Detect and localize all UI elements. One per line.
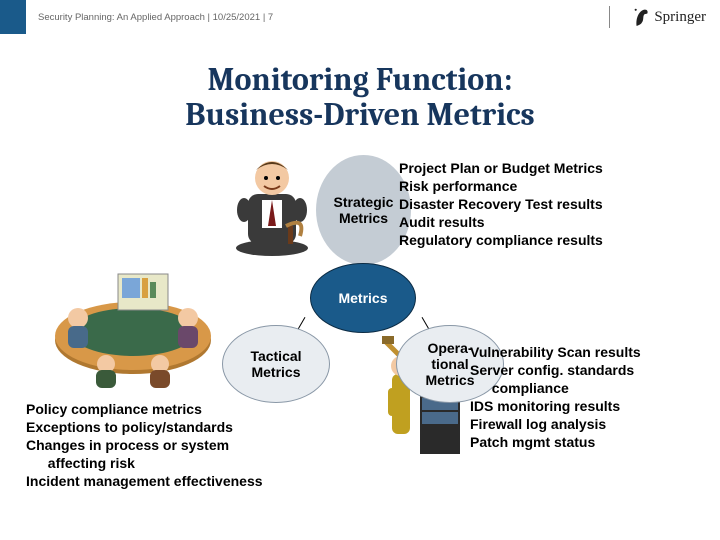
- meeting-clipart: [46, 262, 220, 392]
- title-line-1: Monitoring Function:: [0, 62, 720, 97]
- node-label: Metrics: [334, 210, 394, 226]
- header-divider: [609, 6, 610, 28]
- list-item: Patch mgmt status: [470, 434, 710, 452]
- list-item: Project Plan or Budget Metrics: [399, 160, 699, 178]
- node-label: tional: [425, 356, 474, 372]
- strategic-list: Project Plan or Budget Metrics Risk perf…: [399, 160, 699, 250]
- list-item: Incident management effectiveness: [26, 473, 326, 491]
- slide-header: Security Planning: An Applied Approach |…: [0, 0, 720, 34]
- list-item: Vulnerability Scan results: [470, 344, 710, 362]
- node-label: Metrics: [425, 372, 474, 388]
- list-item: Risk performance: [399, 178, 699, 196]
- brand-name: Springer: [654, 9, 706, 26]
- list-item: Audit results: [399, 214, 699, 232]
- list-item: IDS monitoring results: [470, 398, 710, 416]
- slide-title: Monitoring Function: Business-Driven Met…: [0, 62, 720, 132]
- list-item: Server config. standards: [470, 362, 710, 380]
- boss-clipart: [228, 148, 316, 258]
- list-item: Disaster Recovery Test results: [399, 196, 699, 214]
- tactical-list: Policy compliance metrics Exceptions to …: [26, 401, 326, 491]
- publisher-logo: Springer: [633, 6, 706, 28]
- list-item: affecting risk: [26, 455, 326, 473]
- node-label: Metrics: [338, 290, 387, 306]
- node-center-metrics: Metrics: [310, 263, 416, 333]
- list-item: Policy compliance metrics: [26, 401, 326, 419]
- node-tactical: Tactical Metrics: [222, 325, 330, 403]
- header-text: Security Planning: An Applied Approach |…: [38, 12, 273, 23]
- node-label: Opera-: [425, 340, 474, 356]
- node-strategic: Strategic Metrics: [316, 155, 411, 265]
- operational-list: Vulnerability Scan results Server config…: [470, 344, 710, 451]
- title-line-2: Business-Driven Metrics: [0, 97, 720, 132]
- node-label: Strategic: [334, 194, 394, 210]
- list-item: Firewall log analysis: [470, 416, 710, 434]
- node-label: Metrics: [250, 364, 301, 380]
- list-item: compliance: [470, 380, 710, 398]
- header-accent: [0, 0, 26, 34]
- node-label: Tactical: [250, 348, 301, 364]
- list-item: Changes in process or system: [26, 437, 326, 455]
- horse-icon: [633, 6, 651, 28]
- list-item: Regulatory compliance results: [399, 232, 699, 250]
- list-item: Exceptions to policy/standards: [26, 419, 326, 437]
